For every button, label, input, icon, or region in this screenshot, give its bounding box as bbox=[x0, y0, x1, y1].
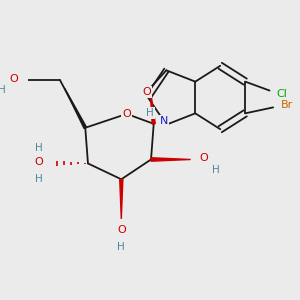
Text: O: O bbox=[200, 154, 208, 164]
Text: Cl: Cl bbox=[277, 88, 288, 98]
Text: O: O bbox=[10, 74, 19, 84]
Text: O: O bbox=[122, 109, 131, 119]
Text: H: H bbox=[117, 242, 125, 252]
Text: H: H bbox=[0, 85, 6, 95]
Text: H: H bbox=[35, 174, 43, 184]
Polygon shape bbox=[150, 88, 155, 124]
Text: O: O bbox=[117, 225, 126, 235]
Polygon shape bbox=[120, 179, 123, 219]
Text: O: O bbox=[34, 158, 43, 167]
Text: N: N bbox=[159, 116, 168, 126]
Text: O: O bbox=[142, 87, 151, 97]
Text: H: H bbox=[212, 165, 220, 176]
Text: H: H bbox=[146, 108, 154, 118]
Text: Br: Br bbox=[281, 100, 293, 110]
Polygon shape bbox=[151, 158, 190, 161]
Polygon shape bbox=[64, 88, 86, 128]
Text: H: H bbox=[35, 142, 43, 153]
